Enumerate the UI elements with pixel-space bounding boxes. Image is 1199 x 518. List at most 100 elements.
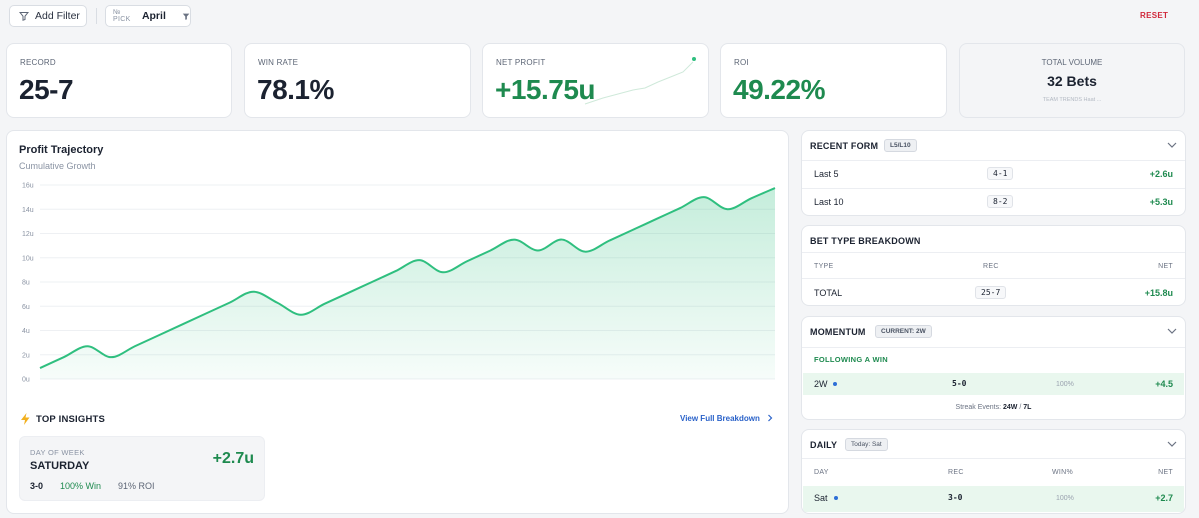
y-tick-label: 2u: [22, 352, 30, 359]
data-point[interactable]: [369, 279, 375, 285]
roi-card: ROI 49.22%: [720, 43, 947, 118]
data-point[interactable]: [464, 258, 470, 264]
daily-title: DAILY: [810, 440, 838, 450]
record-label: RECORD: [20, 58, 56, 67]
chevron-right-icon: [768, 414, 773, 422]
momentum-row-pct: 100%: [1056, 381, 1074, 388]
data-point[interactable]: [440, 269, 446, 275]
momentum-row-rec: 5-0: [952, 379, 967, 388]
bet-type-panel: BET TYPE BREAKDOWN TYPE REC NET TOTAL 25…: [801, 225, 1186, 306]
data-point[interactable]: [559, 237, 565, 243]
column-header-win-pct: WIN%: [1052, 469, 1074, 476]
column-header-rec: REC: [948, 469, 964, 476]
data-point[interactable]: [84, 343, 90, 349]
data-point[interactable]: [487, 247, 493, 253]
pick-month-select[interactable]: № PICK April: [105, 5, 191, 27]
data-point[interactable]: [677, 205, 683, 211]
data-point[interactable]: [393, 268, 399, 274]
y-tick-label: 8u: [22, 280, 30, 287]
momentum-row-net: +4.5: [1155, 379, 1173, 389]
y-tick-label: 16u: [22, 183, 34, 190]
roi-label: ROI: [734, 58, 749, 67]
add-filter-button[interactable]: Add Filter: [9, 5, 87, 27]
data-point[interactable]: [582, 249, 588, 255]
data-point[interactable]: [725, 206, 731, 212]
row-divider: [802, 188, 1185, 189]
bet-type-row-net: +15.8u: [1144, 288, 1173, 298]
data-point[interactable]: [274, 300, 280, 306]
reset-button[interactable]: RESET: [1140, 11, 1169, 20]
panel-divider: [802, 458, 1185, 459]
data-point[interactable]: [132, 343, 138, 349]
recent-form-row-record: 8-2: [987, 195, 1014, 208]
chevron-down-icon[interactable]: [1167, 141, 1177, 149]
data-point[interactable]: [701, 194, 707, 200]
streak-events-losses: 7L: [1023, 404, 1032, 411]
data-point[interactable]: [606, 238, 612, 244]
insight-category: DAY OF WEEK: [30, 448, 85, 457]
daily-panel: DAILY Today: Sat DAY REC WIN% NET Sat 3-…: [801, 429, 1186, 514]
data-point[interactable]: [61, 354, 67, 360]
chevron-down-icon[interactable]: [1167, 327, 1177, 335]
momentum-row-label: 2W: [814, 379, 828, 389]
y-tick-label: 10u: [22, 255, 34, 262]
y-tick-label: 12u: [22, 231, 34, 238]
daily-chip: Today: Sat: [845, 438, 888, 451]
data-point[interactable]: [203, 311, 209, 317]
insight-day: SATURDAY: [30, 460, 90, 472]
panel-divider: [802, 347, 1185, 348]
bet-type-title: BET TYPE BREAKDOWN: [810, 236, 921, 246]
record-card: RECORD 25-7: [6, 43, 232, 118]
net-profit-card: NET PROFIT +15.75u: [482, 43, 709, 118]
recent-form-panel: RECENT FORM L5/L10 Last 5 4-1 +2.6u Last…: [801, 130, 1186, 216]
data-point[interactable]: [748, 195, 754, 201]
recent-form-chip: L5/L10: [884, 139, 917, 152]
filter-icon: [19, 12, 29, 21]
data-point[interactable]: [298, 312, 304, 318]
view-full-breakdown-label: View Full Breakdown: [680, 414, 760, 423]
chevron-down-icon[interactable]: [1167, 440, 1177, 448]
momentum-chip: CURRENT: 2W: [875, 325, 932, 338]
column-header-day: DAY: [814, 469, 829, 476]
row-divider: [802, 278, 1185, 279]
streak-dot: [833, 382, 837, 386]
data-point[interactable]: [179, 321, 185, 327]
streak-events: Streak Events: 24W / 7L: [802, 404, 1185, 411]
data-point[interactable]: [345, 290, 351, 296]
data-point[interactable]: [772, 185, 778, 191]
column-header-net: NET: [1158, 469, 1173, 476]
total-volume-card: TOTAL VOLUME 32 Bets TEAM TRENDS Haat ..…: [959, 43, 1185, 118]
data-point[interactable]: [227, 300, 233, 306]
win-rate-label: WIN RATE: [258, 58, 299, 67]
insight-card-day-of-week[interactable]: DAY OF WEEK SATURDAY +2.7u 3-0 100% Win …: [19, 436, 265, 501]
data-point[interactable]: [37, 365, 43, 371]
data-point[interactable]: [535, 247, 541, 253]
profit-chart: 16u 14u 12u 10u 8u 6u 4u 2u 0u: [22, 183, 778, 384]
column-header-net: NET: [1158, 263, 1173, 270]
insight-win: 100% Win: [60, 481, 102, 491]
view-full-breakdown-link[interactable]: View Full Breakdown: [680, 414, 774, 423]
add-filter-label: Add Filter: [35, 10, 80, 22]
chart-title: Profit Trajectory: [19, 144, 104, 156]
data-point[interactable]: [653, 216, 659, 222]
daily-row-pct: 100%: [1056, 495, 1074, 502]
data-point[interactable]: [416, 257, 422, 263]
data-point[interactable]: [250, 289, 256, 295]
recent-form-row-label: Last 5: [814, 169, 839, 179]
total-volume-value: 32 Bets: [1047, 73, 1097, 89]
data-point[interactable]: [511, 237, 517, 243]
lightning-icon: [21, 413, 30, 425]
top-insights-title: TOP INSIGHTS: [36, 414, 106, 425]
data-point[interactable]: [630, 227, 636, 233]
recent-form-row-record: 4-1: [987, 167, 1014, 180]
net-profit-label: NET PROFIT: [496, 58, 546, 67]
data-point[interactable]: [322, 301, 328, 307]
insight-roi: 91% ROI: [118, 481, 155, 491]
net-profit-value: +15.75u: [495, 74, 596, 105]
toolbar-divider: [96, 8, 97, 24]
bet-type-row-rec: 25-7: [975, 286, 1007, 299]
data-point[interactable]: [108, 354, 114, 360]
recent-form-title: RECENT FORM: [810, 141, 879, 151]
data-point[interactable]: [156, 332, 162, 338]
y-tick-label: 4u: [22, 328, 30, 335]
